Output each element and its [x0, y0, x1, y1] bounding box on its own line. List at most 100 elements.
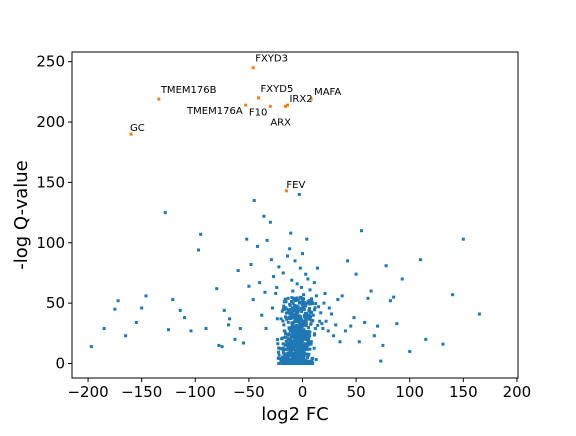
- data-point: [381, 343, 385, 347]
- data-point: [301, 354, 305, 358]
- highlight-point: [251, 66, 255, 70]
- data-point: [304, 304, 308, 308]
- data-point: [298, 361, 302, 365]
- data-point: [227, 323, 231, 327]
- data-point: [298, 344, 302, 348]
- data-point: [282, 351, 286, 355]
- data-point: [279, 360, 283, 364]
- data-point: [290, 312, 294, 316]
- data-point: [288, 327, 292, 331]
- data-point: [289, 317, 293, 321]
- data-point: [314, 358, 318, 362]
- data-point: [313, 308, 317, 312]
- data-point: [236, 269, 240, 273]
- data-point: [290, 360, 294, 364]
- data-point: [324, 319, 328, 323]
- data-point: [303, 315, 307, 319]
- data-point: [291, 326, 295, 330]
- data-point: [302, 307, 306, 311]
- data-point: [293, 341, 297, 345]
- data-point: [282, 304, 286, 308]
- highlight-point: [283, 104, 287, 108]
- data-point: [281, 319, 285, 323]
- data-point: [287, 344, 291, 348]
- data-point: [283, 343, 287, 347]
- data-point: [327, 306, 331, 310]
- data-point: [197, 248, 201, 252]
- data-point: [296, 310, 300, 314]
- point-label: TMEM176B: [160, 85, 217, 96]
- data-point: [277, 265, 281, 269]
- point-label: GC: [130, 123, 145, 134]
- data-point: [283, 354, 287, 358]
- data-point: [294, 330, 298, 334]
- data-point: [308, 347, 312, 351]
- data-point: [451, 293, 455, 297]
- data-point: [304, 318, 308, 322]
- data-point: [293, 319, 297, 323]
- data-point: [306, 301, 310, 305]
- data-point: [292, 342, 296, 346]
- data-point: [298, 336, 302, 340]
- data-point: [334, 323, 338, 327]
- data-point: [189, 329, 193, 333]
- data-point: [264, 326, 268, 330]
- data-point: [238, 326, 242, 330]
- data-point: [300, 346, 304, 350]
- data-point: [245, 237, 249, 241]
- data-point: [274, 291, 278, 295]
- data-point: [288, 312, 292, 316]
- data-point: [286, 361, 290, 365]
- data-point: [300, 325, 304, 329]
- data-point: [322, 301, 326, 305]
- data-point: [260, 313, 264, 317]
- data-point: [292, 333, 296, 337]
- data-point: [288, 352, 292, 356]
- data-point: [424, 337, 428, 341]
- data-point: [144, 294, 148, 298]
- data-point: [296, 340, 300, 344]
- data-point: [303, 301, 307, 305]
- data-point: [290, 306, 294, 310]
- data-point: [290, 296, 294, 300]
- highlight-point: [268, 104, 272, 108]
- data-point: [290, 340, 294, 344]
- point-label: TMEM176A: [186, 106, 243, 117]
- data-point: [262, 214, 266, 218]
- data-point: [305, 311, 309, 315]
- y-axis-label: -log Q-value: [11, 160, 32, 270]
- data-point: [284, 339, 288, 343]
- data-point: [265, 238, 269, 242]
- data-point: [291, 313, 295, 317]
- data-point: [332, 334, 336, 338]
- data-point: [281, 307, 285, 311]
- data-point: [307, 313, 311, 317]
- data-point: [285, 347, 289, 351]
- data-point: [296, 307, 300, 311]
- data-point: [292, 326, 296, 330]
- data-point: [280, 337, 284, 341]
- y-tick-label: 0: [55, 355, 65, 373]
- data-point: [291, 329, 295, 333]
- y-tick-label: 150: [36, 173, 65, 191]
- data-point: [314, 294, 318, 298]
- data-point: [297, 357, 301, 361]
- data-point: [287, 316, 291, 320]
- data-point: [298, 318, 302, 322]
- data-point: [323, 291, 327, 295]
- x-tick-label: −100: [175, 383, 216, 401]
- data-point: [292, 305, 296, 309]
- data-point: [304, 336, 308, 340]
- data-point: [336, 298, 340, 302]
- data-point: [281, 346, 285, 350]
- data-point: [293, 316, 297, 320]
- data-point: [296, 327, 300, 331]
- data-point: [270, 306, 274, 310]
- data-point: [280, 309, 284, 313]
- data-point: [310, 300, 314, 304]
- data-point: [392, 295, 396, 299]
- data-point: [277, 350, 281, 354]
- data-point: [282, 362, 286, 366]
- data-point: [298, 320, 302, 324]
- x-tick-label: 0: [298, 383, 308, 401]
